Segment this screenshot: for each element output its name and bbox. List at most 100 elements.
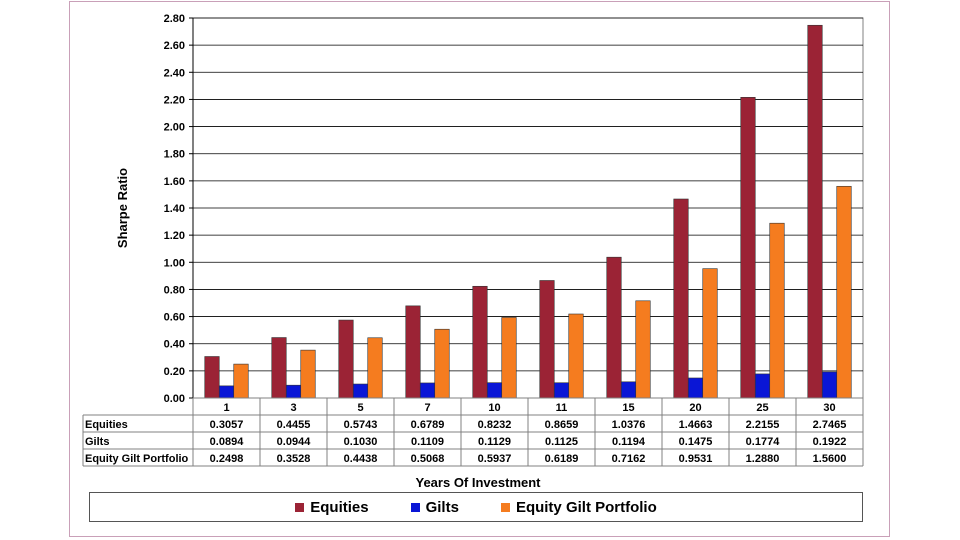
table-cell-value: 0.5743 [344, 419, 378, 431]
table-series-name: Gilts [85, 436, 109, 448]
bar-equity-gilt-portfolio [702, 268, 718, 399]
legend-item-portfolio: Equity Gilt Portfolio [500, 498, 657, 516]
y-tick-label: 2.00 [164, 122, 185, 134]
bar-gilts [352, 383, 369, 399]
bar-gilts [553, 382, 570, 399]
table-cell-value: 1.5600 [813, 453, 847, 465]
x-category-label: 11 [556, 402, 568, 414]
table-series-name: Equities [85, 419, 128, 431]
table-cell-value: 0.4438 [344, 453, 378, 465]
y-tick-label: 2.80 [164, 13, 185, 25]
legend-swatch-equities [295, 502, 305, 512]
y-tick-label: 0.80 [164, 284, 185, 296]
table-cell-value: 0.4455 [277, 419, 311, 431]
x-category-label: 5 [357, 402, 363, 414]
legend-label-gilts: Gilts [425, 498, 459, 516]
x-category-label: 20 [689, 402, 701, 414]
table-cell-value: 0.7162 [612, 453, 646, 465]
x-axis-title: Years Of Investment [416, 475, 542, 490]
table-cell-value: 2.7465 [813, 419, 847, 431]
bar-equities [338, 319, 354, 399]
table-cell-value: 0.0894 [210, 436, 245, 448]
table-cell-value: 0.3528 [277, 453, 311, 465]
y-tick-label: 0.00 [164, 393, 185, 405]
table-series-name: Equity Gilt Portfolio [85, 453, 189, 465]
bar-gilts [419, 382, 436, 399]
x-category-label: 30 [823, 402, 835, 414]
bar-equities [740, 97, 756, 399]
bar-equity-gilt-portfolio [300, 349, 316, 399]
table-cell-value: 0.2498 [210, 453, 244, 465]
bar-equity-gilt-portfolio [367, 337, 383, 399]
legend-item-gilts: Gilts [410, 498, 459, 516]
table-cell-value: 0.1030 [344, 436, 378, 448]
x-category-label: 1 [223, 402, 229, 414]
table-cell-value: 0.1922 [813, 436, 847, 448]
table-cell-value: 0.1109 [411, 436, 444, 448]
legend-label-portfolio: Equity Gilt Portfolio [515, 498, 657, 516]
bar-equity-gilt-portfolio [836, 185, 852, 399]
table-cell-value: 0.5068 [411, 453, 445, 465]
y-axis-title: Sharpe Ratio [115, 168, 130, 248]
legend-item-equities: Equities [295, 498, 369, 516]
x-category-label: 25 [756, 402, 768, 414]
bar-equities [807, 24, 823, 399]
table-cell-value: 0.6789 [411, 419, 445, 431]
bar-gilts [218, 385, 235, 399]
table-cell-value: 0.8659 [545, 419, 579, 431]
bar-equity-gilt-portfolio [434, 328, 450, 399]
table-cell-value: 0.1774 [746, 436, 781, 448]
table-cell-value: 1.2880 [746, 453, 780, 465]
y-tick-label: 0.60 [164, 312, 185, 324]
bar-equities [673, 198, 689, 399]
table-cell-value: 1.0376 [612, 419, 646, 431]
bar-equity-gilt-portfolio [501, 317, 517, 399]
y-tick-label: 1.60 [164, 176, 185, 188]
table-cell-value: 0.5937 [478, 453, 512, 465]
legend-swatch-gilts [410, 502, 420, 512]
bar-equities [472, 285, 488, 399]
y-tick-label: 0.20 [164, 366, 185, 378]
bar-gilts [754, 373, 771, 399]
legend-label-equities: Equities [310, 498, 369, 516]
table-cell-value: 2.2155 [746, 419, 780, 431]
bar-equity-gilt-portfolio [769, 222, 785, 399]
bar-equity-gilt-portfolio [568, 313, 584, 399]
bar-gilts [687, 377, 704, 399]
x-category-label: 15 [622, 402, 634, 414]
y-tick-label: 1.00 [164, 257, 185, 269]
y-tick-label: 0.40 [164, 339, 185, 351]
y-tick-label: 2.20 [164, 94, 185, 106]
bar-equities [405, 305, 421, 399]
table-cell-value: 1.4663 [679, 419, 713, 431]
table-cell-value: 0.6189 [545, 453, 579, 465]
x-category-label: 3 [290, 402, 296, 414]
table-cell-value: 0.8232 [478, 419, 512, 431]
table-cell-value: 0.9531 [679, 453, 713, 465]
bar-equities [606, 256, 622, 399]
bar-equities [271, 337, 287, 399]
table-cell-value: 0.1125 [545, 436, 578, 448]
y-tick-label: 2.40 [164, 67, 185, 79]
x-category-label: 10 [488, 402, 500, 414]
bar-gilts [821, 371, 838, 399]
bar-equity-gilt-portfolio [233, 363, 249, 399]
bar-gilts [620, 381, 637, 399]
y-tick-label: 1.40 [164, 203, 185, 215]
table-cell-value: 0.1194 [612, 436, 646, 448]
bar-equities [204, 356, 220, 399]
bar-gilts [285, 384, 302, 399]
table-cell-value: 0.0944 [277, 436, 312, 448]
legend: Equities Gilts Equity Gilt Portfolio [89, 492, 863, 522]
bar-equity-gilt-portfolio [635, 300, 651, 399]
y-tick-label: 1.80 [164, 149, 185, 161]
y-tick-label: 1.20 [164, 230, 185, 242]
bar-gilts [486, 382, 503, 399]
table-cell-value: 0.3057 [210, 419, 244, 431]
bar-equities [539, 280, 555, 399]
table-cell-value: 0.1475 [679, 436, 713, 448]
table-cell-value: 0.1129 [478, 436, 511, 448]
y-tick-label: 2.60 [164, 40, 185, 52]
x-category-label: 7 [424, 402, 430, 414]
